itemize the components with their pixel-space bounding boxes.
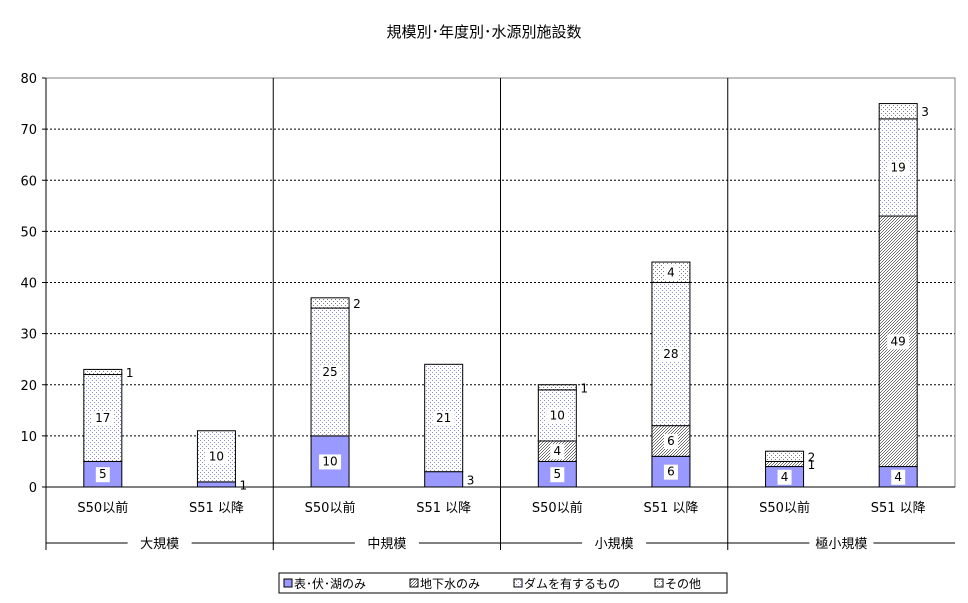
data-label-box: [91, 410, 114, 426]
y-tick-label: 40: [20, 277, 37, 292]
data-label: 5: [99, 467, 107, 481]
bar-segment-groundwater: [765, 460, 805, 468]
category-label: S51 以降: [643, 501, 698, 516]
data-label: 10: [550, 408, 565, 422]
data-label-box: [550, 444, 565, 460]
data-label-box: [777, 469, 792, 485]
data-label: 3: [467, 473, 475, 487]
y-tick-label: 30: [20, 328, 37, 343]
group-label-backing: [809, 536, 874, 552]
legend-box: [278, 572, 728, 594]
y-tick-label: 80: [20, 72, 37, 87]
data-label: 2: [353, 297, 361, 311]
group-label-backing: [127, 536, 192, 552]
legend-swatch-dam: [513, 578, 523, 588]
data-label-box: [205, 449, 228, 465]
data-label: 19: [891, 160, 906, 174]
group-label: 小規模: [595, 537, 634, 552]
legend-swatch-other: [654, 578, 664, 588]
y-tick-label: 70: [20, 123, 37, 138]
category-label: S50以前: [759, 500, 810, 516]
bar-segment-other: [878, 103, 918, 120]
data-label: 4: [667, 265, 675, 279]
data-label: 1: [239, 478, 247, 492]
data-label: 4: [781, 470, 789, 484]
legend-swatch-groundwater: [409, 578, 419, 588]
data-label: 10: [209, 449, 224, 463]
data-label: 2: [808, 450, 816, 464]
legend-label-groundwater: 地下水のみ: [420, 577, 480, 591]
data-label-box: [887, 334, 910, 350]
group-label: 中規模: [367, 537, 406, 552]
bar-segment-surface: [196, 481, 236, 488]
legend-label-surface: 表･伏･湖のみ: [294, 576, 366, 591]
y-tick-label: 0: [29, 481, 37, 496]
y-tick-label: 50: [20, 225, 37, 240]
group-label-backing: [354, 536, 419, 552]
data-label-box: [663, 265, 678, 281]
data-label-box: [432, 410, 455, 426]
bar-segment-other: [310, 297, 350, 309]
data-label-box: [319, 454, 342, 470]
category-label: S51 以降: [871, 501, 926, 516]
bar-segment-surface: [424, 471, 464, 488]
data-label: 5: [553, 467, 561, 481]
category-label: S51 以降: [189, 501, 244, 516]
data-label: 21: [436, 411, 451, 425]
category-label: S50以前: [77, 500, 128, 516]
y-tick-label: 10: [20, 430, 37, 445]
bar-segment-other: [83, 368, 123, 376]
data-label: 4: [894, 470, 902, 484]
data-label: 10: [322, 454, 337, 468]
data-label: 1: [580, 381, 588, 395]
data-label-box: [546, 408, 569, 424]
group-label: 大規模: [140, 537, 179, 552]
data-label-box: [659, 347, 682, 363]
data-label-box: [550, 467, 565, 483]
data-label: 25: [322, 365, 337, 379]
category-label: S50以前: [532, 500, 583, 516]
y-tick-label: 20: [20, 379, 37, 394]
data-label: 28: [663, 347, 678, 361]
legend-label-other: その他: [665, 577, 701, 591]
data-label: 3: [921, 105, 929, 119]
group-label: 極小規模: [815, 536, 867, 552]
data-label: 17: [95, 411, 110, 425]
category-label: S50以前: [305, 500, 356, 516]
data-label: 1: [808, 458, 816, 472]
bar-segment-other: [765, 450, 805, 462]
data-label: 1: [126, 366, 134, 380]
data-label-box: [891, 469, 906, 485]
data-label-box: [663, 433, 678, 449]
legend-swatch-surface: [283, 578, 293, 588]
legend: 表･伏･湖のみ 地下水のみ ダムを有するもの その他: [278, 572, 728, 594]
axes: 0 10 20 30 40 50 60 70 80 大規模 中規模 小規模 極小規模 S50以前 S51 以…: [20, 72, 956, 552]
category-label: S51 以降: [416, 501, 471, 516]
chart-title: 規模別･年度別･水源別施設数: [386, 23, 581, 41]
data-label-box: [887, 160, 910, 176]
data-label: 49: [891, 334, 906, 348]
bar-segment-other: [537, 384, 577, 391]
data-label-box: [663, 464, 678, 480]
data-label-box: [95, 467, 110, 483]
group-label-backing: [582, 536, 647, 552]
legend-label-dam: ダムを有するもの: [524, 576, 620, 591]
data-label: 6: [667, 465, 675, 479]
data-label-box: [319, 364, 342, 380]
data-label: 4: [553, 444, 561, 458]
data-label: 6: [667, 434, 675, 448]
y-tick-label: 60: [20, 174, 37, 189]
